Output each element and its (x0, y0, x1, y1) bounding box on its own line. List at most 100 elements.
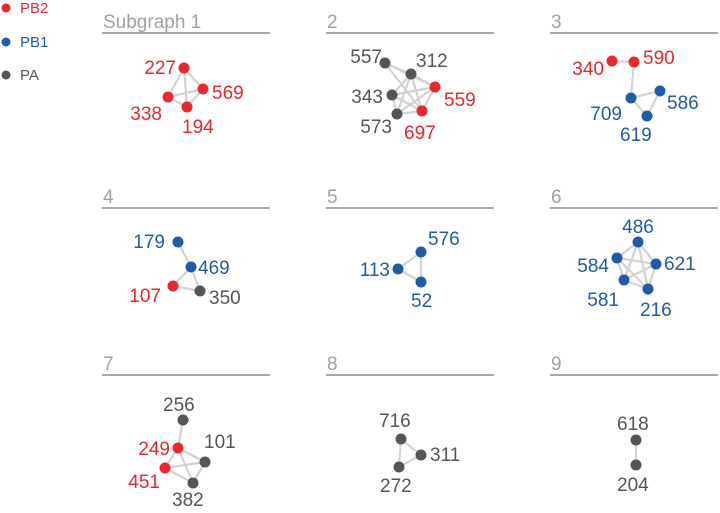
node-label-584: 584 (577, 256, 609, 277)
legend-label-pb2: PB2 (20, 0, 48, 17)
panel-title: 9 (551, 354, 562, 375)
node-179 (172, 236, 184, 248)
node-569 (197, 83, 209, 95)
node-label-716: 716 (379, 411, 411, 432)
node-716 (395, 433, 407, 445)
node-label-113: 113 (360, 260, 390, 281)
node-557 (379, 57, 391, 69)
subgraph-panel-6: 6 486 584 621 581 216 (550, 187, 718, 321)
node-272 (393, 461, 405, 473)
node-227 (178, 62, 190, 74)
node-label-469: 469 (198, 258, 230, 279)
edge-486-216 (636, 240, 650, 291)
node-label-194: 194 (182, 117, 214, 138)
node-204 (630, 459, 642, 471)
node-618 (630, 434, 642, 446)
panel-title: Subgraph 1 (103, 12, 201, 33)
subgraph-panel-2: 2 557 312 343 559 573 697 (326, 12, 494, 144)
node-340 (606, 55, 618, 67)
node-52 (415, 276, 427, 288)
legend-dot-pb1-icon (1, 37, 11, 47)
node-559 (429, 81, 441, 93)
node-584 (611, 252, 623, 264)
node-label-557: 557 (350, 47, 382, 68)
node-343 (386, 89, 398, 101)
edge-101-451 (163, 460, 207, 470)
node-573 (391, 108, 403, 120)
node-label-709: 709 (590, 104, 622, 125)
node-311 (415, 449, 427, 461)
node-label-311: 311 (430, 445, 460, 466)
node-label-382: 382 (172, 490, 204, 511)
panel-title: 2 (327, 12, 338, 33)
node-697 (416, 105, 428, 117)
node-350 (194, 285, 206, 297)
node-486 (632, 236, 644, 248)
panel-title: 8 (327, 354, 338, 375)
node-label-52: 52 (411, 291, 432, 312)
edge-621-581 (622, 262, 658, 282)
node-label-590: 590 (643, 48, 675, 69)
node-581 (618, 274, 630, 286)
node-label-581: 581 (587, 290, 619, 311)
edge-343-697 (390, 93, 424, 113)
node-label-573: 573 (360, 117, 392, 138)
panel-title: 4 (103, 187, 114, 208)
node-312 (405, 68, 417, 80)
edge-584-216 (615, 256, 650, 291)
subgraph-panel-4: 4 179 469 107 350 (102, 187, 270, 309)
node-label-179: 179 (133, 232, 165, 253)
node-label-486: 486 (622, 217, 654, 238)
node-label-576: 576 (428, 229, 460, 250)
node-label-249: 249 (138, 439, 170, 460)
node-576 (415, 246, 427, 258)
node-label-272: 272 (380, 476, 412, 497)
node-451 (159, 462, 171, 474)
node-label-340: 340 (572, 59, 604, 80)
legend-dot-pa-icon (1, 70, 11, 80)
node-label-451: 451 (128, 472, 160, 493)
subgraph-panel-5: 5 576 113 52 (326, 187, 494, 312)
node-621 (650, 258, 662, 270)
node-label-256: 256 (163, 395, 195, 416)
node-590 (628, 56, 640, 68)
node-107 (167, 280, 179, 292)
edge-312-697 (409, 72, 424, 113)
node-label-343: 343 (351, 87, 383, 108)
node-label-101: 101 (204, 432, 236, 453)
node-label-204: 204 (617, 475, 649, 496)
node-619 (641, 110, 653, 122)
node-label-586: 586 (667, 93, 699, 114)
node-338 (162, 91, 174, 103)
edge-569-338 (166, 87, 205, 99)
edge-590-709 (629, 60, 636, 100)
node-249 (172, 442, 184, 454)
subgraph-panel-1: Subgraph 1 227 569 338 194 (102, 12, 270, 138)
node-101 (199, 456, 211, 468)
node-113 (392, 263, 404, 275)
node-label-618: 618 (617, 414, 649, 435)
edge-312-573 (395, 72, 413, 116)
subgraph-panel-8: 8 716 311 272 (326, 354, 494, 497)
legend-dot-pb2-icon (1, 3, 11, 13)
node-194 (181, 101, 193, 113)
panel-title: 3 (551, 12, 562, 33)
node-216 (642, 283, 654, 295)
node-label-216: 216 (640, 300, 672, 321)
subgraph-panel-9: 9 618 204 (550, 354, 718, 496)
node-label-350: 350 (209, 288, 241, 309)
node-label-227: 227 (144, 58, 176, 79)
node-label-697: 697 (404, 123, 436, 144)
edge-584-621 (615, 256, 658, 266)
panel-title: 7 (103, 354, 114, 375)
panel-title: 6 (551, 187, 562, 208)
node-label-559: 559 (444, 90, 476, 111)
edge-343-559 (390, 85, 437, 97)
subgraph-panel-3: 3 340 590 709 586 619 (550, 12, 718, 146)
node-label-569: 569 (212, 83, 244, 104)
subgraph-panel-7: 7 256 249 101 451 382 (102, 354, 270, 511)
edge-573-559 (395, 85, 437, 116)
edge-group (163, 418, 207, 485)
